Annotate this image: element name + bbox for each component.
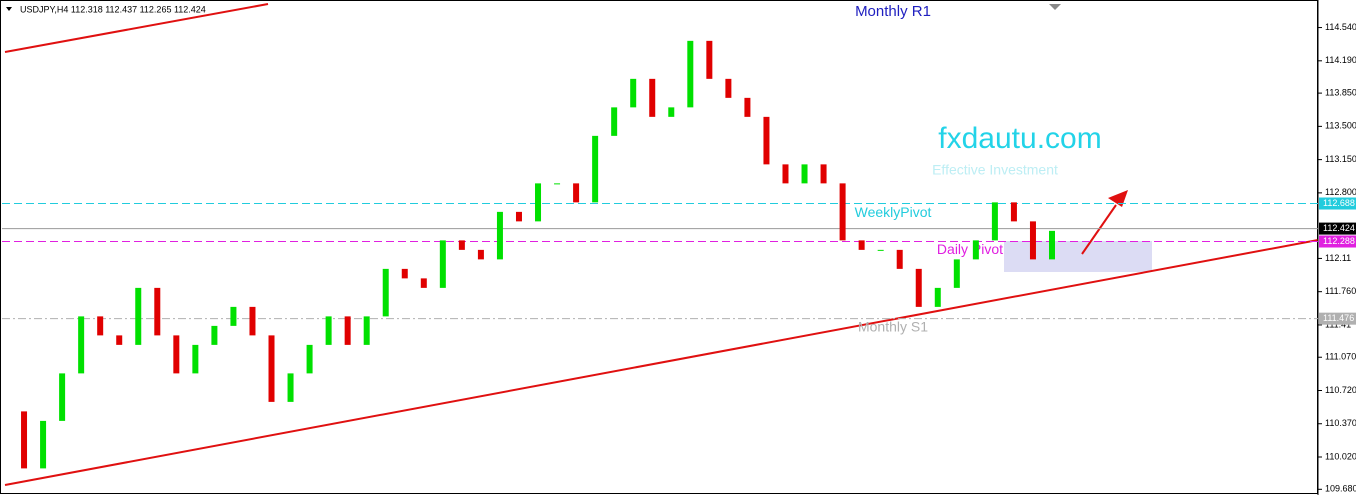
candle-body xyxy=(192,344,199,374)
y-tick-label: 114.190 xyxy=(1325,55,1356,65)
candle-body xyxy=(477,249,484,260)
candle-body xyxy=(763,116,770,165)
candle-body xyxy=(972,240,979,260)
candle-body xyxy=(439,240,446,288)
candle-body xyxy=(725,78,732,98)
candle-body xyxy=(554,183,561,185)
candle-body xyxy=(249,306,256,336)
level-value: 112.288 xyxy=(1323,236,1355,246)
candle-body xyxy=(630,78,637,108)
level-box xyxy=(1319,312,1356,325)
candle-body xyxy=(1029,221,1036,260)
candle-body xyxy=(934,287,941,307)
candle-body xyxy=(515,211,522,222)
y-tick-label: 113.850 xyxy=(1325,87,1356,97)
current-price-box xyxy=(1319,222,1356,235)
candle-body xyxy=(173,335,180,374)
y-tick-label: 112.800 xyxy=(1325,187,1356,197)
current-price-label: 112.424 xyxy=(1323,223,1355,233)
candle-body xyxy=(1049,230,1055,260)
candle-body xyxy=(668,107,675,117)
candle-body xyxy=(877,249,884,251)
candle-body xyxy=(496,211,503,260)
candle-body xyxy=(344,316,351,345)
candle-body xyxy=(325,316,332,345)
y-tick-label: 113.150 xyxy=(1325,154,1356,164)
level-label: Daily Pivot xyxy=(937,241,1003,257)
candle-body xyxy=(611,107,618,136)
y-tick-label: 111.760 xyxy=(1325,286,1356,296)
watermark-sub: Effective Investment xyxy=(932,162,1058,178)
trend-line xyxy=(4,3,269,53)
candle-body xyxy=(573,183,580,203)
candle-body xyxy=(306,344,313,374)
y-tick-label: 110.370 xyxy=(1325,418,1356,428)
level-value: 111.476 xyxy=(1323,313,1354,323)
menu-icon xyxy=(6,7,12,11)
chart-title: USDJPY,H4 112.318 112.437 112.265 112.42… xyxy=(20,4,206,14)
candle-body xyxy=(363,316,370,345)
candle-body xyxy=(211,325,218,345)
annotation: Monthly R1 xyxy=(855,3,931,20)
candle-body xyxy=(154,287,161,336)
y-tick-label: 111.070 xyxy=(1325,352,1356,362)
y-tick-label: 110.020 xyxy=(1325,451,1356,461)
arrow-head xyxy=(1108,190,1128,207)
candle-body xyxy=(915,268,922,307)
watermark: fxdautu.com xyxy=(938,122,1101,155)
candle-body xyxy=(287,373,294,402)
candle-body xyxy=(687,40,694,108)
candle-body xyxy=(135,287,142,345)
y-tick-label: 109.680 xyxy=(1325,484,1356,494)
level-box xyxy=(1319,197,1356,210)
y-tick-label: 110.720 xyxy=(1325,385,1356,395)
trend-line xyxy=(4,239,1319,486)
candle-body xyxy=(401,268,408,279)
candle-body xyxy=(649,78,656,117)
candle-body xyxy=(458,240,465,250)
y-tick-label: 112.11 xyxy=(1325,253,1351,263)
level-value: 112.688 xyxy=(1323,198,1355,208)
target-zone xyxy=(1004,241,1152,272)
candle-body xyxy=(230,306,237,326)
candle-body xyxy=(97,316,104,336)
candle-body xyxy=(858,240,865,250)
candle-body xyxy=(40,420,47,469)
candle-body xyxy=(535,183,542,222)
candle-body xyxy=(896,249,903,269)
y-tick-label: 113.500 xyxy=(1325,121,1356,131)
candle-body xyxy=(782,164,789,184)
candle-body xyxy=(1010,202,1017,222)
scroll-marker xyxy=(1049,4,1061,10)
y-tick-label: 114.540 xyxy=(1325,22,1356,32)
arrow xyxy=(1081,204,1117,255)
candle-body xyxy=(953,259,960,288)
candle-body xyxy=(116,335,123,345)
candle-body xyxy=(420,278,427,288)
candle-body xyxy=(801,164,808,184)
candle-body xyxy=(839,183,846,241)
level-label: Monthly S1 xyxy=(858,318,928,334)
candle-body xyxy=(991,202,998,241)
candle-body xyxy=(21,411,28,469)
level-box xyxy=(1319,235,1356,248)
candle-body xyxy=(59,373,66,421)
candle-body xyxy=(268,335,275,402)
candle-body xyxy=(820,164,827,184)
candle-body xyxy=(706,40,713,79)
candle-body xyxy=(592,135,599,203)
candle-body xyxy=(382,268,389,317)
candle-body xyxy=(744,97,751,117)
level-label: WeeklyPivot xyxy=(855,204,932,220)
candle-body xyxy=(78,316,85,374)
